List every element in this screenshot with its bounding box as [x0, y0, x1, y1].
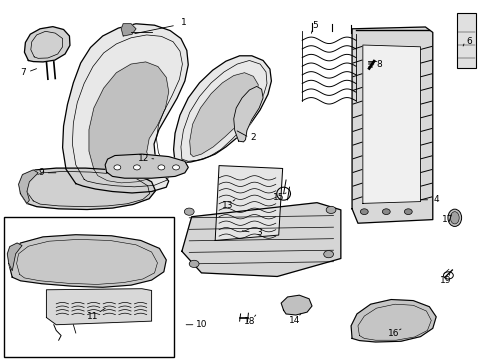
Text: 8: 8 — [376, 60, 382, 69]
Polygon shape — [362, 45, 420, 203]
Circle shape — [382, 209, 389, 215]
Circle shape — [172, 165, 179, 170]
Circle shape — [360, 209, 367, 215]
Polygon shape — [9, 235, 166, 287]
Text: 15: 15 — [272, 193, 284, 202]
Text: 11: 11 — [87, 312, 99, 321]
Text: 17: 17 — [441, 215, 452, 224]
Circle shape — [184, 208, 194, 215]
Circle shape — [189, 260, 199, 267]
Polygon shape — [350, 300, 435, 342]
Circle shape — [158, 165, 164, 170]
Text: 16: 16 — [387, 329, 399, 338]
Circle shape — [404, 209, 411, 215]
Polygon shape — [20, 168, 155, 210]
Text: 14: 14 — [288, 316, 300, 325]
Polygon shape — [233, 86, 263, 142]
Polygon shape — [24, 27, 70, 62]
Circle shape — [114, 165, 121, 170]
Text: 5: 5 — [312, 21, 318, 30]
Text: 18: 18 — [243, 317, 255, 325]
Polygon shape — [105, 154, 188, 178]
Bar — [456, 13, 475, 68]
Polygon shape — [189, 73, 258, 157]
Circle shape — [325, 206, 335, 213]
Circle shape — [133, 165, 140, 170]
Polygon shape — [19, 170, 38, 203]
Polygon shape — [215, 166, 282, 240]
Text: 3: 3 — [256, 228, 262, 237]
Text: 6: 6 — [466, 37, 471, 46]
Ellipse shape — [447, 209, 461, 226]
Text: 1: 1 — [180, 18, 186, 27]
Text: 19: 19 — [439, 276, 451, 285]
Text: 10: 10 — [196, 320, 207, 329]
Polygon shape — [46, 289, 151, 325]
Text: 9: 9 — [39, 168, 44, 177]
Polygon shape — [351, 27, 432, 223]
Text: 12: 12 — [138, 154, 149, 163]
Polygon shape — [281, 295, 311, 315]
Circle shape — [323, 251, 333, 258]
Text: 7: 7 — [20, 68, 26, 77]
Text: 2: 2 — [250, 133, 256, 142]
Polygon shape — [7, 243, 22, 271]
Bar — [4, 217, 174, 357]
Text: 13: 13 — [221, 201, 233, 210]
Polygon shape — [173, 56, 271, 163]
Polygon shape — [182, 203, 340, 276]
Polygon shape — [89, 62, 168, 183]
Ellipse shape — [449, 212, 458, 224]
Polygon shape — [121, 24, 136, 36]
Text: 4: 4 — [432, 195, 438, 204]
Polygon shape — [62, 24, 188, 193]
